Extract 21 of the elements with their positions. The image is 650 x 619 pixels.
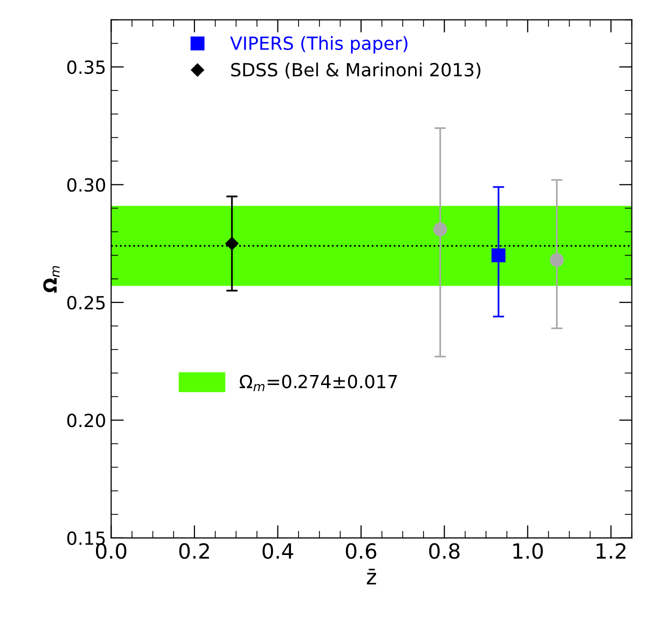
- y-axis-title: Ω$_{m}$: [43, 266, 60, 293]
- y-tick-label: 0.25: [67, 296, 105, 310]
- y-tick-label: 0.15: [67, 531, 105, 546]
- x-tick-label: 0.0: [96, 543, 126, 559]
- point: [225, 236, 239, 250]
- point: [550, 253, 564, 267]
- x-tick-label: 0.2: [179, 543, 209, 559]
- x-tick-label: 0.8: [429, 543, 460, 559]
- point: [492, 248, 506, 262]
- point: [433, 222, 448, 236]
- x-tick-label: 1.2: [596, 543, 626, 559]
- legend-label: VIPERS (This paper): [230, 36, 408, 54]
- legend-label: Ω$_{m}$=0.274±0.017: [240, 374, 397, 392]
- y-tick-label: 0.30: [67, 178, 106, 192]
- x-tick-label: 0.4: [262, 543, 294, 559]
- x-axis-title: z̄: [366, 568, 376, 584]
- y-tick-label: 0.20: [67, 414, 106, 428]
- legend-label: SDSS (Bel & Marinoni 2013): [231, 62, 480, 79]
- x-tick-label: 1.0: [513, 543, 543, 559]
- x-tick-label: 0.6: [346, 543, 376, 559]
- y-tick-label: 0.35: [67, 60, 105, 74]
